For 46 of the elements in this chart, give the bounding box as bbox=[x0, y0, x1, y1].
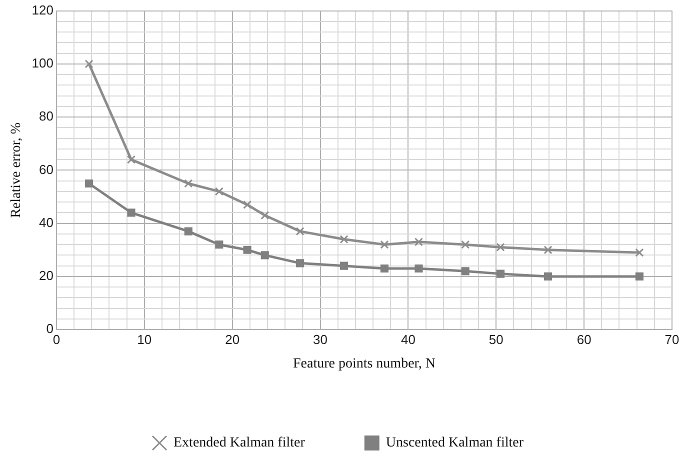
point bbox=[184, 227, 192, 236]
point bbox=[496, 270, 505, 278]
point bbox=[340, 234, 348, 244]
point bbox=[496, 242, 505, 252]
legend-label: Unscented Kalman filter bbox=[386, 436, 524, 451]
x-tick-label: 10 bbox=[137, 332, 152, 347]
point bbox=[84, 60, 94, 68]
y-tick-label: 60 bbox=[39, 162, 54, 177]
point bbox=[635, 248, 644, 257]
point bbox=[127, 208, 136, 217]
y-tick-label: 20 bbox=[39, 268, 54, 284]
point bbox=[260, 211, 270, 220]
y-tick-label: 120 bbox=[32, 2, 54, 18]
y-tick-label: 80 bbox=[39, 108, 54, 124]
point bbox=[635, 272, 644, 280]
point bbox=[215, 240, 224, 249]
point bbox=[544, 272, 552, 280]
point bbox=[126, 155, 136, 164]
x-axis-title: Feature points number, N bbox=[292, 356, 436, 372]
point bbox=[260, 251, 269, 260]
y-tick-label: 100 bbox=[32, 56, 54, 71]
x-tick-label: 30 bbox=[313, 332, 328, 347]
point bbox=[461, 240, 470, 249]
point bbox=[414, 264, 423, 273]
x-tick-label: 60 bbox=[576, 332, 592, 347]
point bbox=[380, 240, 389, 249]
point bbox=[296, 259, 304, 268]
point bbox=[243, 200, 252, 210]
y-tick-label: 40 bbox=[39, 214, 54, 230]
point bbox=[296, 227, 304, 236]
y-tick-label: 0 bbox=[46, 321, 54, 336]
x-tick-label: 40 bbox=[400, 332, 416, 347]
point bbox=[84, 179, 94, 188]
point bbox=[214, 187, 224, 196]
x-tick-label: 70 bbox=[664, 332, 680, 347]
point bbox=[184, 179, 193, 188]
x-tick-label: 20 bbox=[225, 332, 240, 347]
x-tick-label: 50 bbox=[488, 332, 504, 347]
point bbox=[461, 267, 470, 276]
point bbox=[380, 264, 389, 273]
point bbox=[414, 238, 424, 246]
point bbox=[544, 246, 552, 254]
point bbox=[243, 246, 252, 254]
y-axis-title: Relative error, % bbox=[9, 122, 24, 218]
point bbox=[340, 262, 348, 270]
legend-label: Extended Kalman filter bbox=[173, 436, 306, 451]
